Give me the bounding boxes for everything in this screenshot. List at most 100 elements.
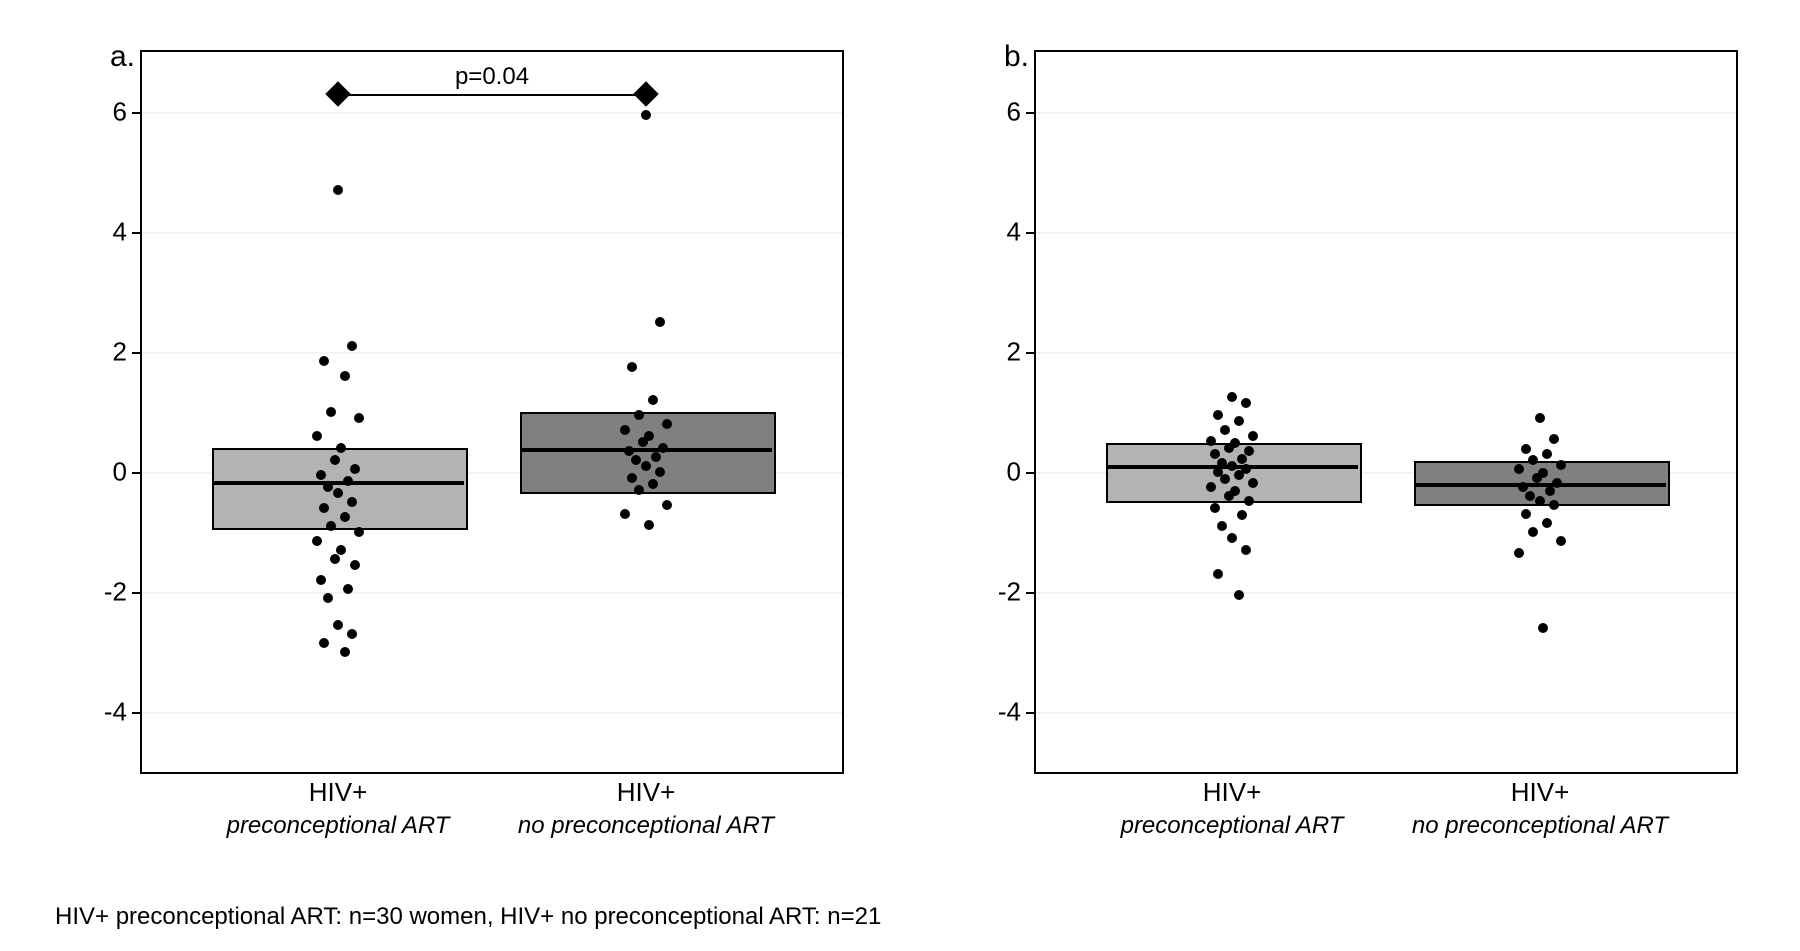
data-point — [662, 500, 672, 510]
plot-area-b: -4-20246HIV+preconceptional ARTHIV+no pr… — [1034, 50, 1738, 774]
data-point — [1224, 491, 1234, 501]
data-point — [316, 575, 326, 585]
panel-label-a: a. — [110, 40, 135, 74]
y-tick-label: 4 — [991, 217, 1021, 248]
median-line — [1414, 483, 1666, 487]
data-point — [641, 461, 651, 471]
y-tick — [1026, 712, 1036, 714]
data-point — [638, 437, 648, 447]
data-point — [347, 629, 357, 639]
data-point — [1237, 510, 1247, 520]
data-point — [634, 410, 644, 420]
data-point — [1237, 454, 1247, 464]
data-point — [1248, 478, 1258, 488]
data-point — [1556, 536, 1566, 546]
data-point — [340, 647, 350, 657]
data-point — [1227, 533, 1237, 543]
x-group-label: HIV+ — [1390, 777, 1690, 808]
y-tick — [132, 472, 142, 474]
data-point — [1206, 436, 1216, 446]
y-tick-label: -2 — [97, 577, 127, 608]
data-point — [312, 431, 322, 441]
y-tick-label: 2 — [97, 337, 127, 368]
data-point — [323, 593, 333, 603]
data-point — [627, 473, 637, 483]
y-tick — [1026, 232, 1036, 234]
data-point — [333, 620, 343, 630]
data-point — [1220, 425, 1230, 435]
data-point — [1241, 398, 1251, 408]
y-tick-label: 2 — [991, 337, 1021, 368]
data-point — [1552, 478, 1562, 488]
median-line — [212, 481, 464, 485]
data-point — [1535, 496, 1545, 506]
x-group-sublabel: no preconceptional ART — [446, 812, 846, 840]
gridline — [142, 712, 842, 714]
data-point — [1220, 474, 1230, 484]
data-point — [330, 554, 340, 564]
data-point — [1217, 521, 1227, 531]
y-tick-label: 4 — [97, 217, 127, 248]
data-point — [634, 485, 644, 495]
y-tick — [132, 112, 142, 114]
y-tick-label: -4 — [991, 697, 1021, 728]
median-line — [520, 448, 772, 452]
plot-area-a: -4-20246HIV+preconceptional ARTHIV+no pr… — [140, 50, 844, 774]
gridline — [1036, 232, 1736, 234]
panel-b: b. delta Plasma Pro-Inflammatory Score -… — [1034, 50, 1738, 774]
data-point — [319, 503, 329, 513]
data-point — [1244, 496, 1254, 506]
data-point — [1521, 444, 1531, 454]
gridline — [142, 232, 842, 234]
data-point — [347, 497, 357, 507]
data-point — [350, 464, 360, 474]
data-point — [1213, 410, 1223, 420]
data-point — [662, 419, 672, 429]
gridline — [1036, 352, 1736, 354]
significance-bar — [338, 94, 646, 96]
data-point — [1227, 392, 1237, 402]
data-point — [319, 356, 329, 366]
data-point — [1227, 461, 1237, 471]
data-point — [1213, 569, 1223, 579]
y-tick — [1026, 112, 1036, 114]
y-tick — [1026, 592, 1036, 594]
significance-endpoint-diamond — [325, 81, 350, 106]
data-point — [326, 521, 336, 531]
data-point — [1518, 482, 1528, 492]
data-point — [1224, 443, 1234, 453]
significance-label: p=0.04 — [455, 63, 529, 91]
data-point — [1525, 491, 1535, 501]
data-point — [1528, 455, 1538, 465]
data-point — [1514, 548, 1524, 558]
data-point — [1514, 464, 1524, 474]
data-point — [1206, 482, 1216, 492]
data-point — [1542, 518, 1552, 528]
data-point — [336, 443, 346, 453]
data-point — [1549, 500, 1559, 510]
data-point — [330, 455, 340, 465]
data-point — [1210, 449, 1220, 459]
figure-caption: HIV+ preconceptional ART: n=30 women, HI… — [55, 903, 881, 931]
data-point — [326, 407, 336, 417]
data-point — [624, 446, 634, 456]
x-group-label: HIV+ — [496, 777, 796, 808]
data-point — [1210, 503, 1220, 513]
gridline — [142, 112, 842, 114]
y-tick-label: -2 — [991, 577, 1021, 608]
gridline — [142, 592, 842, 594]
data-point — [340, 512, 350, 522]
data-point — [644, 520, 654, 530]
data-point — [631, 455, 641, 465]
y-tick — [132, 352, 142, 354]
data-point — [354, 527, 364, 537]
data-point — [620, 425, 630, 435]
data-point — [1241, 545, 1251, 555]
data-point — [350, 560, 360, 570]
gridline — [1036, 592, 1736, 594]
data-point — [343, 476, 353, 486]
data-point — [333, 185, 343, 195]
data-point — [1556, 460, 1566, 470]
y-tick-label: 6 — [991, 97, 1021, 128]
x-group-label: HIV+ — [1082, 777, 1382, 808]
